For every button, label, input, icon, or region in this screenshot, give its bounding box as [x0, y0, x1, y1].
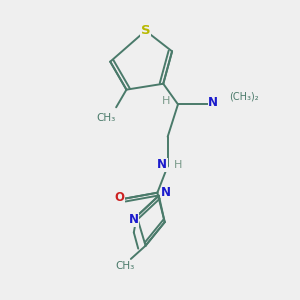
- Text: N: N: [158, 158, 167, 171]
- Text: O: O: [114, 190, 124, 204]
- Text: N: N: [208, 96, 218, 110]
- Text: S: S: [141, 24, 150, 37]
- Text: H: H: [174, 160, 182, 170]
- Text: (CH₃)₂: (CH₃)₂: [230, 91, 259, 101]
- Text: CH₃: CH₃: [96, 112, 116, 123]
- Text: N: N: [161, 186, 171, 199]
- Text: N: N: [129, 213, 139, 226]
- Text: CH₃: CH₃: [115, 261, 135, 271]
- Text: H: H: [161, 96, 170, 106]
